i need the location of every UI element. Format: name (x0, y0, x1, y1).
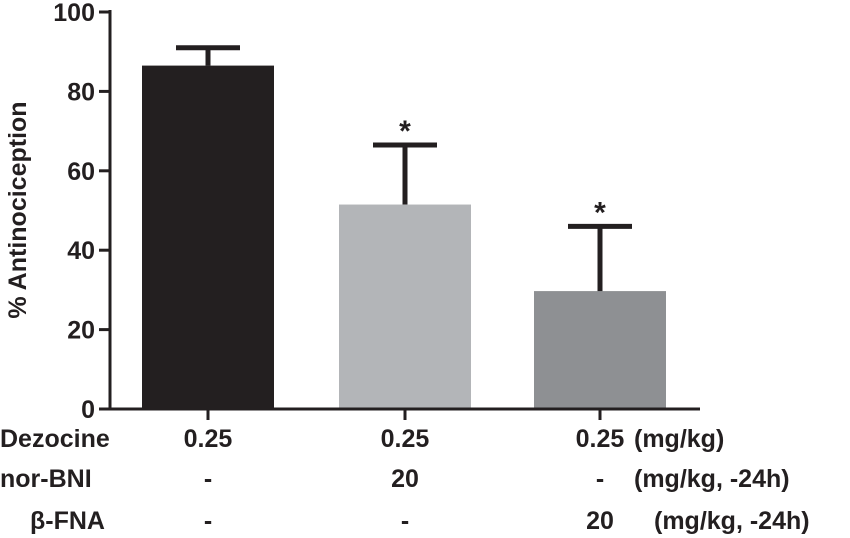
significance-marker: * (594, 196, 606, 229)
treatment-dose-cell: - (596, 465, 604, 493)
y-tick-label: 80 (67, 78, 95, 106)
bar (142, 65, 274, 409)
treatment-row-label: nor-BNI (0, 465, 92, 493)
treatment-unit-label: (mg/kg) (634, 425, 724, 453)
treatment-dose-cell: 20 (586, 507, 614, 535)
y-tick-label: 100 (53, 0, 95, 27)
treatment-row-label: β-FNA (30, 507, 105, 535)
treatment-dose-cell: 0.25 (184, 425, 233, 453)
treatment-unit-label: (mg/kg, -24h) (634, 465, 790, 493)
treatment-dose-cell: 0.25 (576, 425, 625, 453)
y-tick-label: 20 (67, 317, 95, 345)
y-tick-label: 60 (67, 158, 95, 186)
y-tick-label: 0 (81, 396, 95, 424)
bar (534, 291, 666, 409)
treatment-dose-cell: - (401, 507, 409, 535)
bar (339, 204, 471, 409)
y-tick-label: 40 (67, 237, 95, 265)
treatment-dose-cell: 20 (391, 465, 419, 493)
treatment-dose-cell: - (204, 507, 212, 535)
y-axis-label: % Antinociception (4, 101, 32, 318)
treatment-row-label: Dezocine (0, 425, 110, 453)
treatment-dose-cell: 0.25 (381, 425, 430, 453)
treatment-dose-cell: - (204, 465, 212, 493)
treatment-unit-label: (mg/kg, -24h) (654, 507, 810, 535)
significance-marker: * (399, 115, 411, 148)
